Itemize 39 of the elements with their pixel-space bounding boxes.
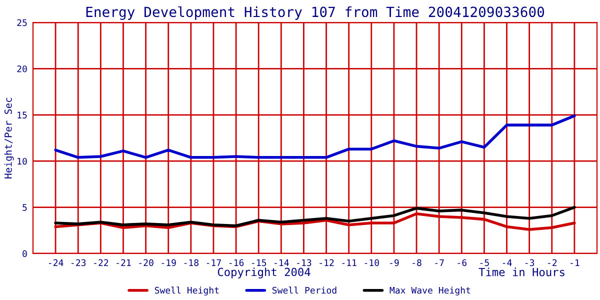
x-tick-label: -15 (252, 259, 266, 266)
x-tick-label: -9 (390, 259, 399, 266)
x-tick-label: -18 (184, 259, 198, 266)
line-series (54, 114, 576, 159)
x-tick-label: -21 (116, 259, 131, 266)
x-tick-label: -11 (342, 259, 356, 266)
x-tick-label: -3 (525, 259, 534, 266)
y-tick-label: 25 (17, 19, 27, 26)
x-tick-label: -24 (48, 259, 64, 266)
x-tick-label: -13 (297, 259, 312, 266)
chart-title: Energy Development History 107 from Time 20041209033600 (86, 6, 544, 20)
x-tick-label: -2 (548, 259, 557, 266)
line-series (54, 206, 576, 228)
x-tick-label: -23 (72, 259, 86, 266)
x-tick-label: -8 (412, 259, 422, 266)
x-tick-label: -5 (480, 259, 489, 266)
y-axis-title: Height/Per Sec (4, 98, 14, 178)
y-tick-label: 20 (17, 65, 27, 72)
y-tick-label: 0 (22, 250, 27, 258)
x-tick-label: -12 (320, 259, 334, 266)
y-tick-label: 5 (22, 204, 27, 211)
legend-label: Max Wave Height (390, 286, 470, 296)
text: Copyright 2004 (218, 268, 310, 278)
x-tick-label: -14 (274, 259, 289, 266)
x-axis-title: Time in Hours (478, 268, 564, 276)
x-tick-label: -17 (206, 259, 221, 266)
x-tick-label: -10 (364, 259, 379, 266)
x-tick-label: -1 (570, 259, 580, 266)
x-tick-label: -22 (94, 259, 108, 266)
y-tick-label: 15 (18, 112, 27, 118)
x-tick-label: -16 (229, 259, 244, 266)
x-tick-label: -19 (162, 259, 176, 266)
y-tick-label: 10 (18, 158, 27, 165)
x-tick-label: -20 (139, 259, 154, 266)
x-tick-label: -4 (502, 259, 512, 266)
legend-label: Swell Height (154, 286, 219, 296)
x-tick-label: -7 (435, 259, 444, 266)
x-tick-label: -6 (458, 259, 466, 266)
legend-label: Swell Period (272, 286, 336, 294)
